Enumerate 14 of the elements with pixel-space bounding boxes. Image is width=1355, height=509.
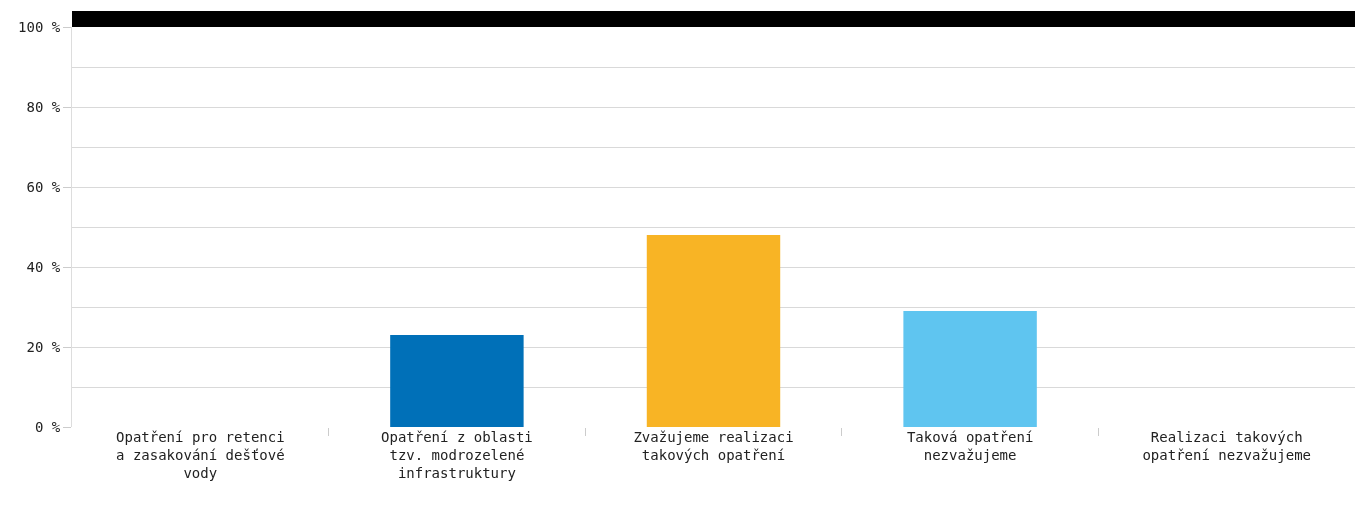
x-tick-label: Opatření z oblasti tzv. modrozelené infrastruktury: [381, 429, 533, 482]
bar: [646, 235, 781, 427]
y-tick-label: 40 %: [26, 258, 61, 275]
x-tick-label: Opatření pro retenci a zasakování dešťové vody: [116, 429, 285, 482]
bar: [390, 335, 524, 427]
y-tick-label: 80 %: [26, 98, 61, 115]
x-tick-label: Realizaci takových opatření nezvažujeme: [1142, 429, 1311, 464]
y-tick-label: 60 %: [26, 178, 61, 195]
x-tick-label: Zvažujeme realizaci takových opatření: [633, 429, 794, 464]
y-tick-label: 0 %: [34, 418, 61, 435]
y-tick-label: 20 %: [26, 338, 61, 355]
x-tick-label: Taková opatření nezvažujeme: [906, 429, 1034, 464]
y-tick-label: 100 %: [18, 18, 61, 35]
bar: [903, 311, 1037, 427]
